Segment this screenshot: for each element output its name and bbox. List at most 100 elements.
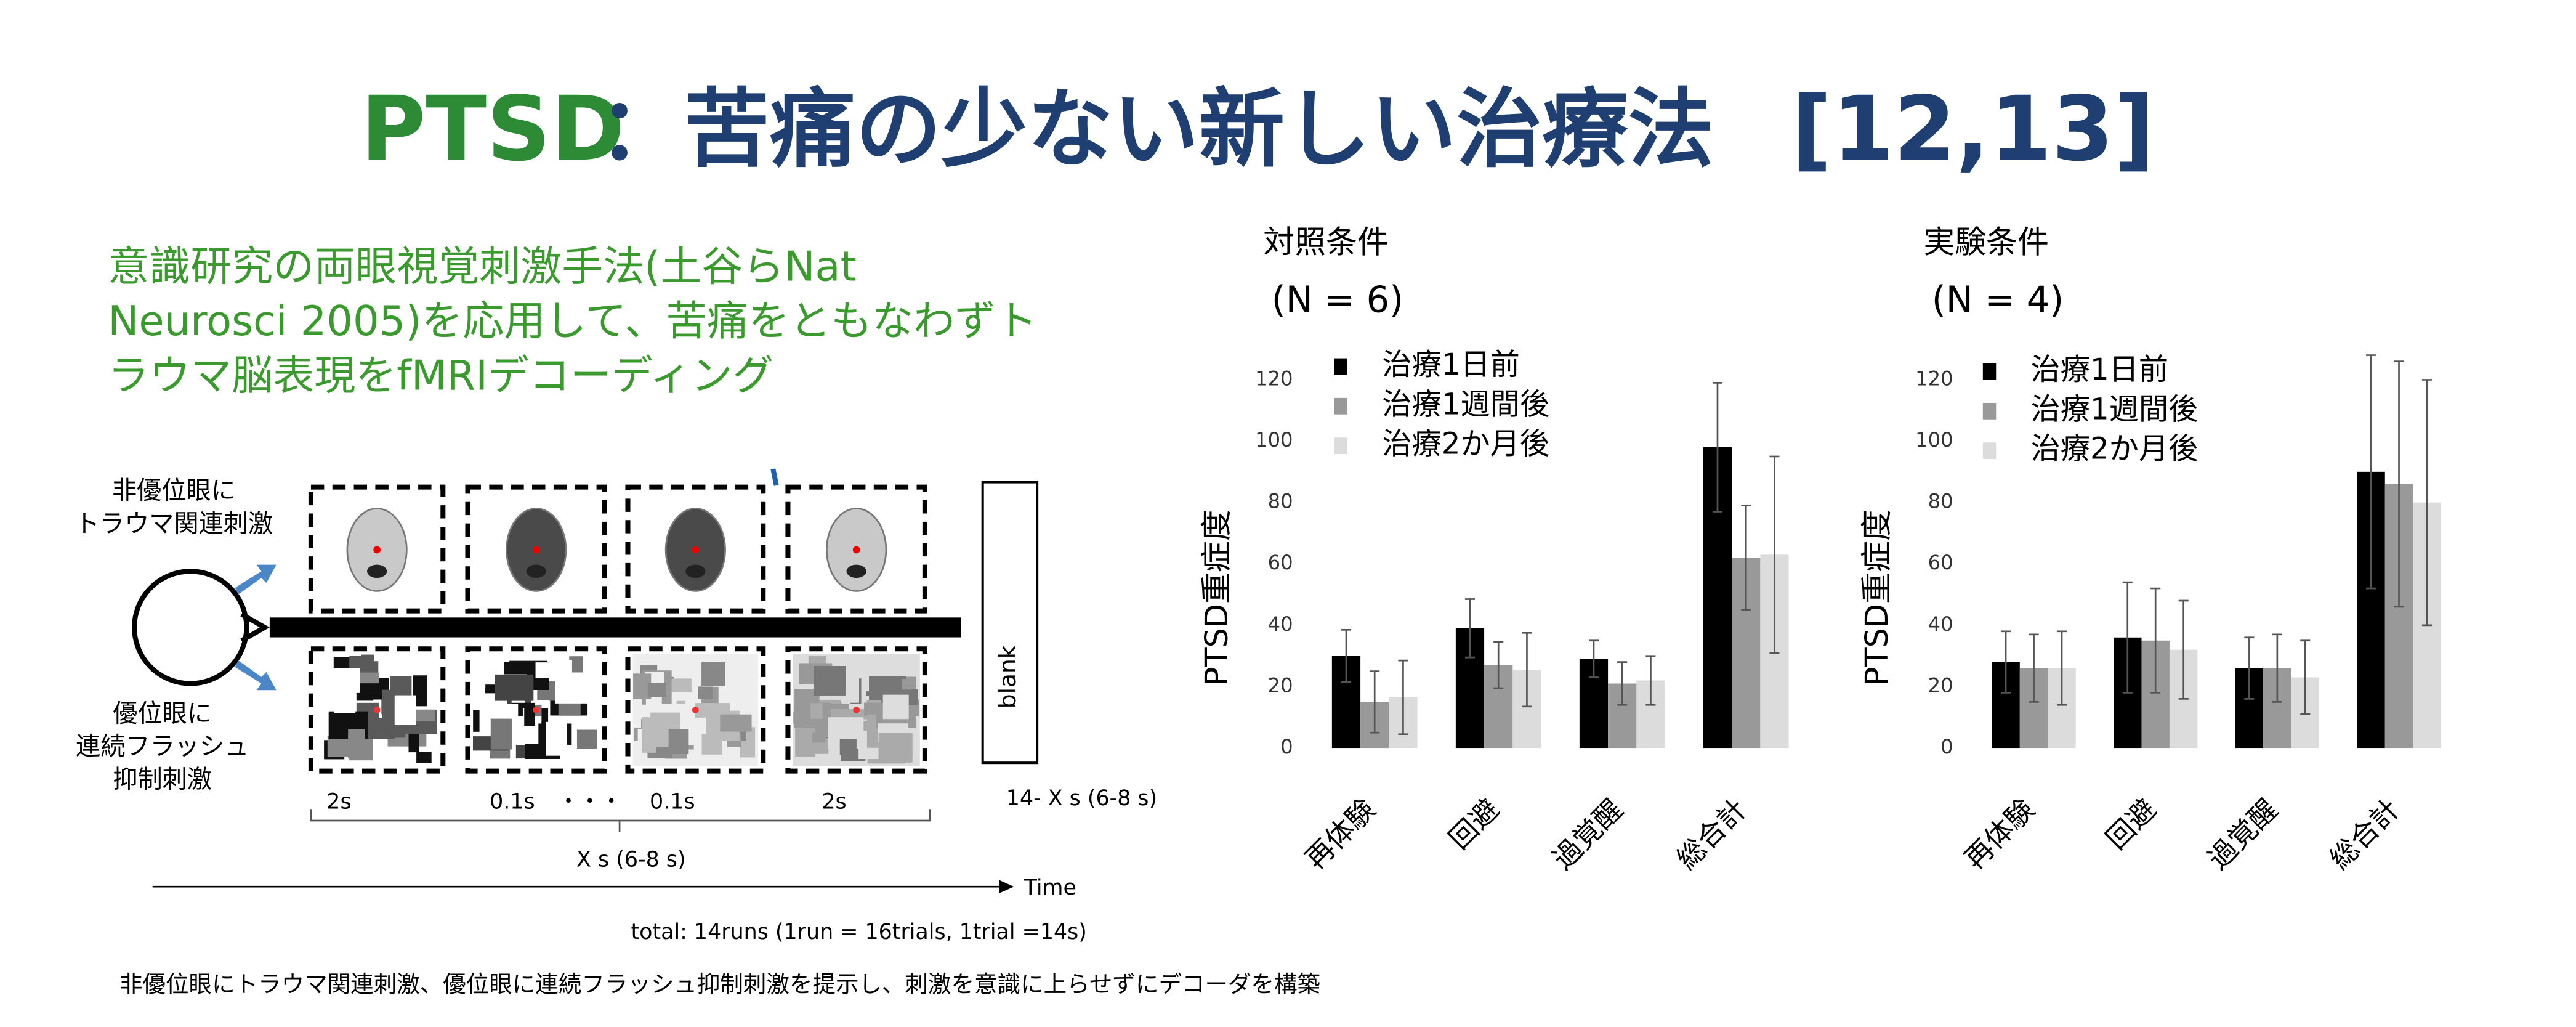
error-bar xyxy=(2366,354,2376,590)
duration: 0.1s xyxy=(490,790,535,814)
arrow xyxy=(235,564,277,595)
x-tick-label: 総合計 xyxy=(2324,793,2406,875)
noise-frame xyxy=(785,646,927,774)
noise-frame xyxy=(625,646,766,774)
error-bar xyxy=(1645,655,1656,706)
legend-label: 治療1日前 xyxy=(1382,347,1520,382)
total: total: 14runs (1run = 16trials, 1trial =… xyxy=(631,920,1086,944)
noise-patch xyxy=(522,728,540,738)
summary-line: 意識研究の両眼視覚刺激手法(土谷らNat xyxy=(108,242,857,290)
legend-label: 治療1週間後 xyxy=(1382,387,1549,421)
fixation xyxy=(532,546,540,554)
frames xyxy=(308,484,927,774)
noise-frame xyxy=(465,646,607,774)
legend-label: 治療1日前 xyxy=(2031,352,2169,387)
chart: 対照条件 (N = 6) PTSD重症度 0 20 40 60 80 100 120 治療1日前治療… xyxy=(1199,225,1789,875)
noise-patch xyxy=(902,679,913,690)
blank-label: blank xyxy=(994,645,1021,708)
noise-patch xyxy=(794,707,807,728)
noise-patch xyxy=(812,732,826,743)
fixation xyxy=(373,546,381,554)
summary-line: Neurosci 2005)を応用して、苦痛をともなわずト xyxy=(108,297,1037,345)
y-tick-label: 0 xyxy=(1280,735,1293,758)
legend-swatch xyxy=(1334,358,1347,375)
y-tick-label: 80 xyxy=(1268,490,1293,513)
error-bar xyxy=(2001,630,2011,694)
y-tick-label: 40 xyxy=(1928,612,1953,636)
legend-label: 治療2か月後 xyxy=(1382,427,1549,461)
marker xyxy=(770,468,779,486)
x-tick-label: 総合計 xyxy=(1670,793,1753,875)
error-bar xyxy=(2421,379,2433,627)
y-tick-label: 100 xyxy=(1255,428,1293,452)
duration: 2s xyxy=(326,790,351,814)
noise-patch xyxy=(795,728,815,757)
y-tick-label: 100 xyxy=(1915,428,1953,452)
mouth xyxy=(367,564,387,578)
error-bar xyxy=(2394,360,2404,608)
chart-title: 実験条件 xyxy=(1923,225,2049,261)
mouth xyxy=(846,564,866,578)
noise-patch xyxy=(882,694,909,720)
noise-patch xyxy=(353,672,379,684)
noise-patch xyxy=(412,709,435,722)
error-bar xyxy=(1398,659,1408,735)
noise-patch xyxy=(546,721,567,756)
title-main: ：苦痛の少ない新しい治療法 xyxy=(598,79,1714,179)
caption: 非優位眼にトラウマ関連刺激、優位眼に連続フラッシュ抑制刺激を提示し、刺激を意識に… xyxy=(119,970,1320,997)
noise-frame xyxy=(308,646,446,774)
error-bar xyxy=(1741,505,1751,611)
x-tick-label: 回避 xyxy=(1443,793,1506,856)
diagram: 非優位眼に トラウマ関連刺激 優位眼に 連続フラッシュ 抑制刺激 blank 2… xyxy=(75,468,1157,944)
duration: ・・・ xyxy=(558,790,623,814)
noise-patch xyxy=(814,666,846,696)
y-tick-label: 80 xyxy=(1928,490,1953,513)
chart: 実験条件 (N = 4) PTSD重症度 0 20 40 60 80 100 120 治療1日前治療… xyxy=(1859,225,2441,875)
error-bar xyxy=(2178,599,2189,700)
noise-patch xyxy=(698,686,713,699)
time-label: Time xyxy=(1024,875,1076,900)
bottom-label: 連続フラッシュ xyxy=(76,733,249,761)
x-tick-label: 再体験 xyxy=(1299,793,1381,875)
legend-swatch xyxy=(1334,397,1347,415)
legend-swatch xyxy=(1982,402,1997,420)
noise-patch xyxy=(720,714,752,732)
fixation xyxy=(533,707,540,713)
error-bar xyxy=(2244,636,2255,700)
noise-patch xyxy=(701,662,725,687)
noise xyxy=(472,654,600,766)
eye-lens xyxy=(240,612,270,643)
noise-patch xyxy=(382,662,398,673)
duration: 0.1s xyxy=(650,790,695,814)
error-bar xyxy=(2300,639,2311,715)
noise xyxy=(632,654,759,766)
error-bar xyxy=(1370,670,1380,734)
noise-patch xyxy=(839,739,857,755)
error-bar xyxy=(1588,639,1599,678)
error-bar xyxy=(1522,631,1532,708)
error-bar xyxy=(1617,661,1628,706)
noise-patch xyxy=(853,667,881,679)
legend-swatch xyxy=(1982,363,1997,380)
eye xyxy=(132,569,249,686)
fixation xyxy=(852,546,860,554)
legend-swatch xyxy=(1982,442,1997,460)
noise-patch xyxy=(490,718,512,750)
fixation xyxy=(692,546,700,554)
error-bar xyxy=(2272,633,2282,703)
noise-patch xyxy=(408,728,419,753)
noise-patch xyxy=(413,675,427,707)
noise-patch xyxy=(524,702,535,726)
y-axis-label: PTSD重症度 xyxy=(1859,509,1896,686)
bottom-label: 抑制刺激 xyxy=(113,766,212,794)
mouth xyxy=(526,564,546,578)
bracket xyxy=(310,809,931,832)
time-arrow xyxy=(999,880,1014,893)
bottom-label: 優位眼に xyxy=(113,699,212,728)
y-tick-label: 60 xyxy=(1268,551,1293,574)
x-tick-label: 過覚醒 xyxy=(2202,793,2284,875)
error-bar xyxy=(1712,382,1723,513)
noise-patch xyxy=(323,668,360,693)
y-axis-label: PTSD重症度 xyxy=(1199,509,1235,686)
error-bar xyxy=(2029,633,2039,703)
